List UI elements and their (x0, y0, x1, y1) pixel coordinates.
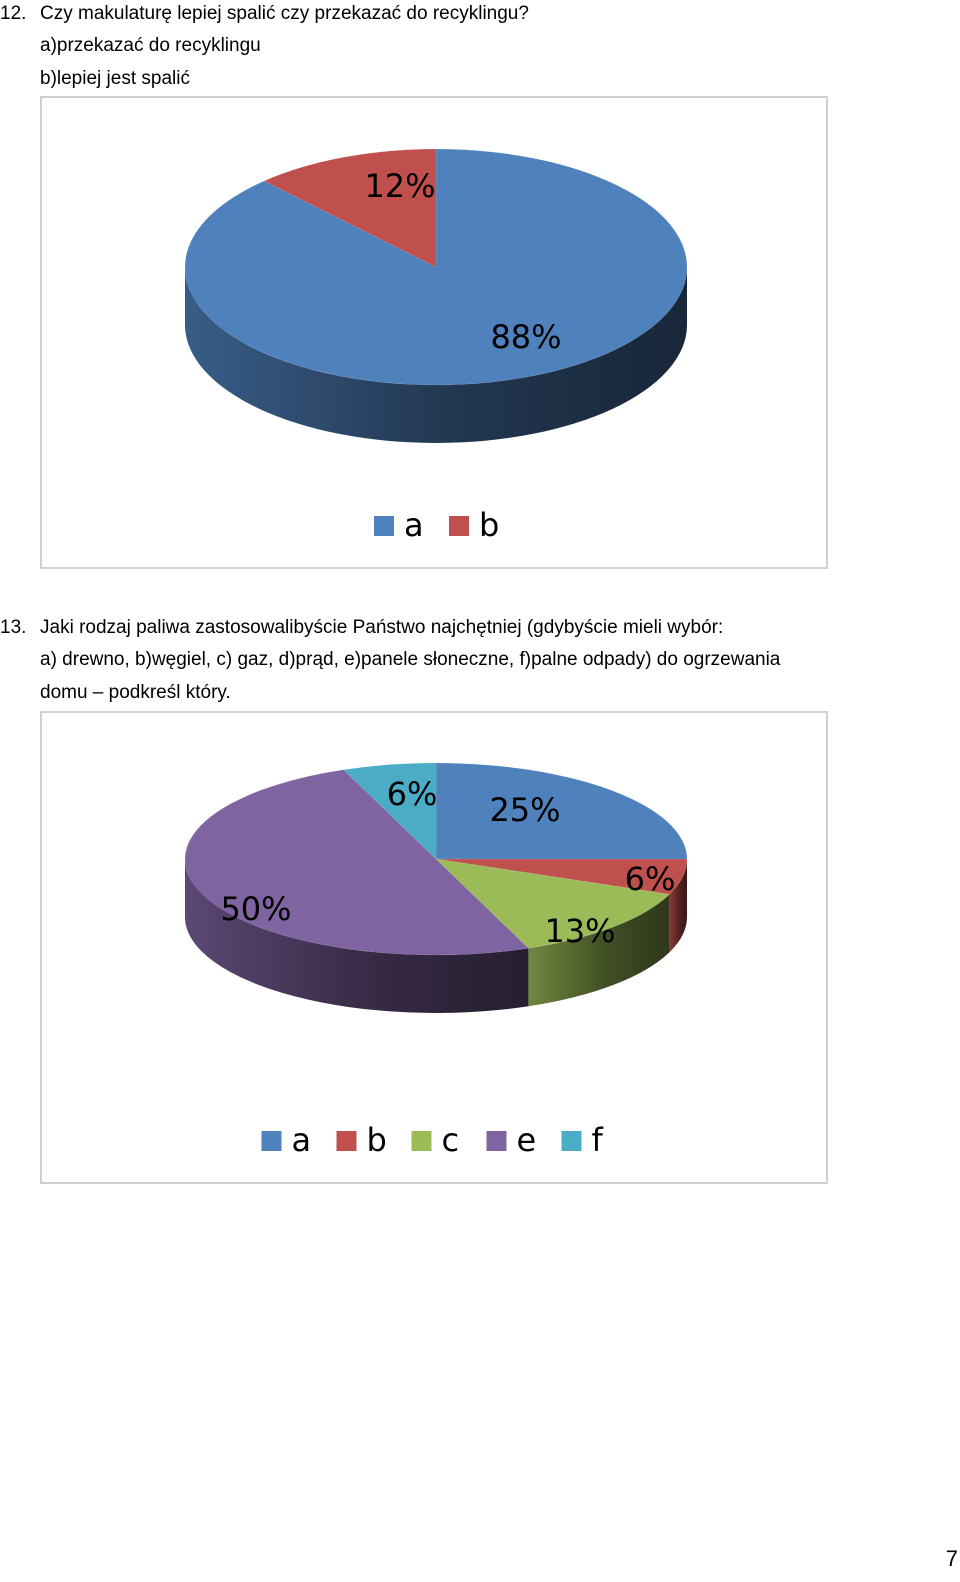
q13-line2: a) drewno, b)węgiel, c) gaz, d)prąd, e)p… (40, 649, 781, 670)
data-label-f: 6% (387, 775, 438, 813)
pie-side-a (185, 267, 687, 443)
data-label-a: 88% (490, 318, 561, 356)
pie-side-b (669, 859, 687, 953)
pie-slice-b (435, 858, 688, 895)
q13-line3: domu – podkreśl który. (40, 682, 231, 703)
pie-slice-a (435, 762, 688, 860)
legend-label-b: b (479, 506, 499, 544)
legend-swatch-a (374, 516, 394, 536)
data-label-b: 12% (364, 167, 435, 205)
pie-slice-a (184, 148, 688, 386)
legend-swatch-b (449, 516, 469, 536)
pie-side-c (528, 894, 670, 1007)
legend-swatch-b (336, 1131, 357, 1151)
chart-q13: 25% 6% 13% 50% 6% a b c e f (40, 711, 828, 1184)
data-label-b: 6% (625, 860, 676, 898)
data-label-c: 13% (544, 912, 615, 950)
pie-slice-e (184, 769, 529, 956)
q12-question: 12. Czy makulaturę lepiej spalić czy prze… (0, 2, 529, 26)
legend-label-e: e (517, 1121, 537, 1159)
pie-slice-f (343, 762, 437, 860)
q13-number: 13. (0, 617, 27, 638)
legend-swatch-a (261, 1131, 282, 1151)
legend-label-c: c (442, 1121, 460, 1159)
legend-swatch-c (411, 1131, 432, 1151)
legend-label-a: a (292, 1121, 312, 1159)
pie-slice-b (263, 148, 437, 268)
q12-number: 12. (0, 3, 27, 24)
data-label-a: 25% (489, 791, 560, 829)
q12-option-a: a)przekazać do recyklingu (40, 35, 261, 56)
pie-side-e (185, 859, 529, 1013)
legend-swatch-e (486, 1131, 507, 1151)
q13-line1: 13. Jaki rodzaj paliwa zastosowalibyście … (0, 616, 723, 640)
chart-q13-svg: 25% 6% 13% 50% 6% a b c e f (184, 762, 688, 1159)
q12-option-b: b)lepiej jest spalić (40, 68, 190, 89)
q13-line1-text: Jaki rodzaj paliwa zastosowalibyście Pań… (40, 617, 724, 638)
chart-q12: 88% 12% a b (40, 96, 828, 569)
legend-label-a: a (404, 506, 424, 544)
page-number: 7 (945, 1546, 958, 1571)
legend-swatch-f (561, 1131, 582, 1151)
data-label-e: 50% (220, 890, 291, 928)
q12-question-text: Czy makulaturę lepiej spalić czy przekaz… (40, 3, 529, 24)
legend-label-f: f (592, 1121, 604, 1159)
pie-slice-c (435, 858, 670, 949)
legend-label-b: b (367, 1121, 387, 1159)
chart-q12-svg: 88% 12% a b (184, 148, 688, 544)
